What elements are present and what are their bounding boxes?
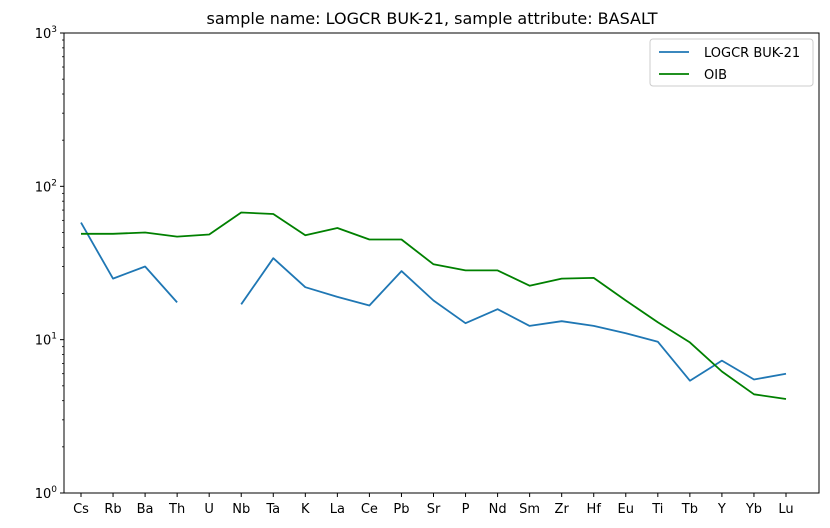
y-tick-label: 100 (35, 485, 58, 502)
x-tick-label: Hf (587, 502, 602, 517)
x-tick-label: Lu (778, 502, 793, 517)
y-tick-label-exponent: 2 (51, 178, 57, 188)
chart-title: sample name: LOGCR BUK-21, sample attrib… (207, 9, 658, 28)
x-tick-label: Cs (73, 502, 89, 517)
x-tick-label: Sm (519, 502, 540, 517)
x-tick-label: U (204, 502, 214, 517)
y-tick-label-exponent: 3 (51, 25, 57, 35)
x-tick-label: K (301, 502, 310, 517)
y-tick-label: 101 (35, 332, 57, 349)
y-tick-label: 102 (35, 178, 57, 195)
x-tick-label: P (462, 502, 470, 517)
y-tick-label-base: 10 (35, 27, 52, 42)
x-tick-label: Ba (137, 502, 154, 517)
x-tick-label: Tb (681, 502, 698, 517)
x-tick-label: Nd (489, 502, 507, 517)
y-tick-label-base: 10 (35, 180, 52, 195)
series-line-oib (81, 211, 787, 400)
y-tick-label: 103 (35, 25, 57, 42)
legend: LOGCR BUK-21 OIB (649, 38, 814, 87)
series-line-sample (240, 257, 787, 382)
legend-label: LOGCR BUK-21 (704, 46, 800, 61)
x-tick-label: La (330, 502, 345, 517)
y-tick-label-exponent: 0 (51, 485, 57, 495)
x-tick-label: Ta (265, 502, 280, 517)
x-tick-label: Sr (427, 502, 441, 517)
x-tick-label: Pb (393, 502, 409, 517)
x-tick-label: Eu (618, 502, 634, 517)
x-tick-label: Rb (104, 502, 121, 517)
legend-label: OIB (704, 68, 727, 83)
x-tick-label: Ce (361, 502, 378, 517)
x-tick-label: Nb (232, 502, 250, 517)
x-tick-label: Yb (745, 502, 762, 517)
y-tick-label-exponent: 1 (51, 332, 57, 342)
legend-box (649, 38, 814, 87)
x-tick-label: Th (168, 502, 185, 517)
series-line-sample (80, 222, 178, 303)
y-tick-label-base: 10 (35, 334, 52, 349)
x-tick-label: Ti (651, 502, 663, 517)
x-tick-label: Zr (555, 502, 570, 517)
y-tick-label-base: 10 (35, 487, 52, 502)
plot-frame (63, 32, 820, 494)
x-tick-label: Y (717, 502, 726, 517)
